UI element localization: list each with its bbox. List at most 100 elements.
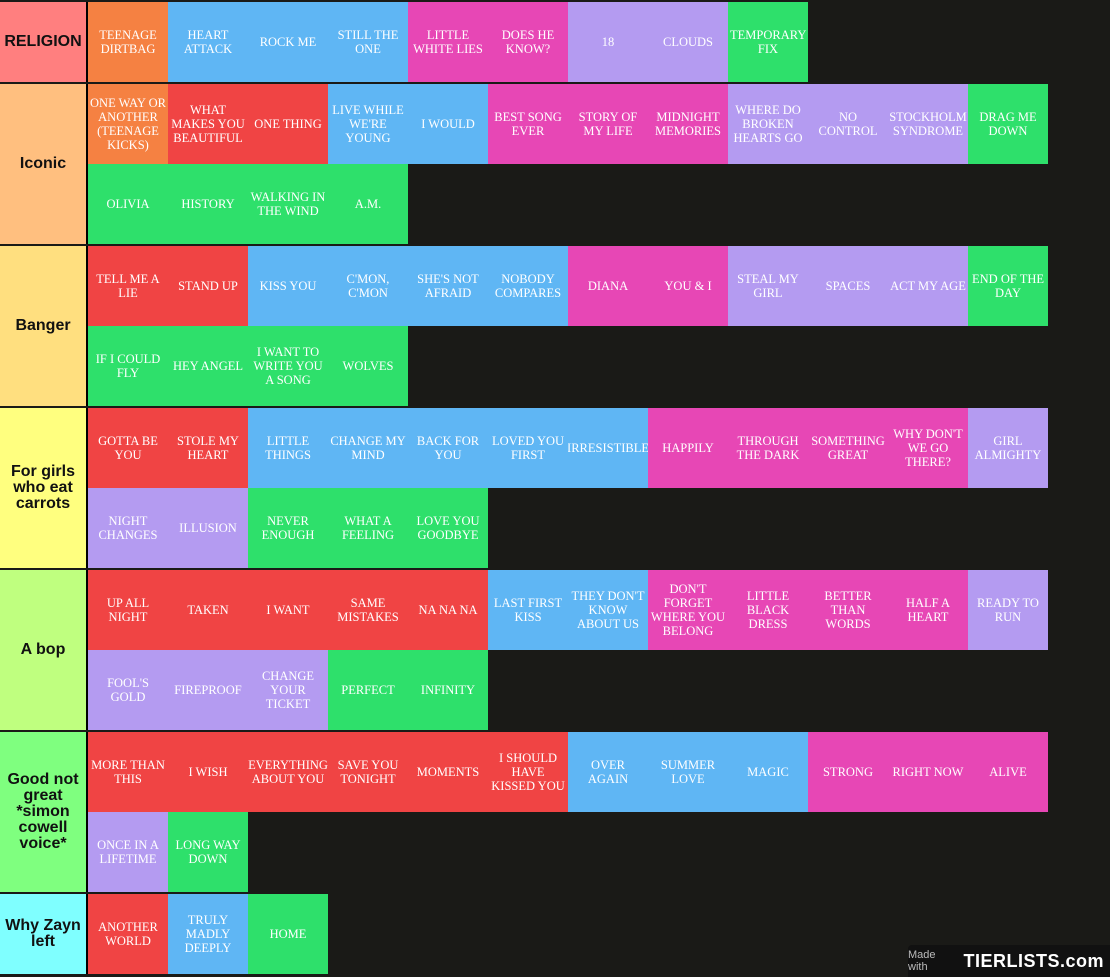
song-tile[interactable]: 18 [568,2,648,82]
song-tile[interactable]: ILLUSION [168,488,248,568]
song-tile[interactable]: LAST FIRST KISS [488,570,568,650]
song-tile[interactable]: YOU & I [648,246,728,326]
song-tile[interactable]: STEAL MY GIRL [728,246,808,326]
song-tile[interactable]: THEY DON'T KNOW ABOUT US [568,570,648,650]
song-tile[interactable]: READY TO RUN [968,570,1048,650]
song-tile[interactable]: STILL THE ONE [328,2,408,82]
song-tile[interactable]: ALIVE [968,732,1048,812]
song-tile[interactable]: ONE WAY OR ANOTHER (TEENAGE KICKS) [88,84,168,164]
song-tile[interactable]: ONCE IN A LIFETIME [88,812,168,892]
tier-label[interactable]: Banger [0,246,88,406]
song-tile[interactable]: TRULY MADLY DEEPLY [168,894,248,974]
song-tile[interactable]: LITTLE WHITE LIES [408,2,488,82]
song-tile[interactable]: NO CONTROL [808,84,888,164]
song-tile[interactable]: CHANGE YOUR TICKET [248,650,328,730]
song-tile[interactable]: STAND UP [168,246,248,326]
song-tile[interactable]: ROCK ME [248,2,328,82]
song-tile[interactable]: HAPPILY [648,408,728,488]
song-tile[interactable]: BACK FOR YOU [408,408,488,488]
song-tile[interactable]: DRAG ME DOWN [968,84,1048,164]
song-tile[interactable]: SUMMER LOVE [648,732,728,812]
song-tile[interactable]: NOBODY COMPARES [488,246,568,326]
song-tile[interactable]: LOVED YOU FIRST [488,408,568,488]
song-tile[interactable]: TEENAGE DIRTBAG [88,2,168,82]
song-tile[interactable]: IF I COULD FLY [88,326,168,406]
song-tile[interactable]: I WISH [168,732,248,812]
song-tile[interactable]: EVERYTHING ABOUT YOU [248,732,328,812]
song-tile[interactable]: MOMENTS [408,732,488,812]
song-tile[interactable]: MAGIC [728,732,808,812]
song-tile[interactable]: LITTLE BLACK DRESS [728,570,808,650]
song-tile[interactable]: ANOTHER WORLD [88,894,168,974]
song-tile[interactable]: STORY OF MY LIFE [568,84,648,164]
song-tile[interactable]: C'MON, C'MON [328,246,408,326]
song-tile[interactable]: DON'T FORGET WHERE YOU BELONG [648,570,728,650]
tier-label[interactable]: A bop [0,570,88,730]
song-tile[interactable]: UP ALL NIGHT [88,570,168,650]
song-tile[interactable]: HEY ANGEL [168,326,248,406]
song-tile[interactable]: I SHOULD HAVE KISSED YOU [488,732,568,812]
song-tile[interactable]: LONG WAY DOWN [168,812,248,892]
song-tile[interactable]: WHY DON'T WE GO THERE? [888,408,968,488]
song-tile[interactable]: I WANT TO WRITE YOU A SONG [248,326,328,406]
song-tile[interactable]: STOLE MY HEART [168,408,248,488]
song-tile[interactable]: HISTORY [168,164,248,244]
song-tile[interactable]: A.M. [328,164,408,244]
song-tile[interactable]: PERFECT [328,650,408,730]
song-tile[interactable]: BEST SONG EVER [488,84,568,164]
song-tile[interactable]: NEVER ENOUGH [248,488,328,568]
song-tile[interactable]: TEMPORARY FIX [728,2,808,82]
song-tile[interactable]: SPACES [808,246,888,326]
song-tile[interactable]: DIANA [568,246,648,326]
song-tile[interactable]: NIGHT CHANGES [88,488,168,568]
song-tile[interactable]: SAME MISTAKES [328,570,408,650]
song-tile[interactable]: KISS YOU [248,246,328,326]
song-tile[interactable]: MIDNIGHT MEMORIES [648,84,728,164]
tier-label[interactable]: Iconic [0,84,88,244]
song-tile[interactable]: NA NA NA [408,570,488,650]
song-tile[interactable]: GIRL ALMIGHTY [968,408,1048,488]
song-tile[interactable]: CHANGE MY MIND [328,408,408,488]
song-tile[interactable]: LIVE WHILE WE'RE YOUNG [328,84,408,164]
song-tile[interactable]: LITTLE THINGS [248,408,328,488]
song-tile[interactable]: ACT MY AGE [888,246,968,326]
song-tile[interactable]: LOVE YOU GOODBYE [408,488,488,568]
tier-label[interactable]: Why Zayn left [0,894,88,974]
song-tile[interactable]: TELL ME A LIE [88,246,168,326]
tier-label[interactable]: Good not great *simon cowell voice* [0,732,88,892]
song-tile[interactable]: WHERE DO BROKEN HEARTS GO [728,84,808,164]
tier-items[interactable]: MORE THAN THIS I WISH EVERYTHING ABOUT YOU… [88,732,1108,892]
song-tile[interactable]: I WOULD [408,84,488,164]
song-tile[interactable]: HOME [248,894,328,974]
tier-items[interactable]: UP ALL NIGHT TAKEN I WANT SAME MISTAKES NA N… [88,570,1108,730]
song-tile[interactable]: GOTTA BE YOU [88,408,168,488]
song-tile[interactable]: SHE'S NOT AFRAID [408,246,488,326]
song-tile[interactable]: WHAT A FEELING [328,488,408,568]
song-tile[interactable]: MORE THAN THIS [88,732,168,812]
song-tile[interactable]: IRRESISTIBLE [568,408,648,488]
song-tile[interactable]: CLOUDS [648,2,728,82]
song-tile[interactable]: WOLVES [328,326,408,406]
song-tile[interactable]: BETTER THAN WORDS [808,570,888,650]
tier-items[interactable]: TELL ME A LIE STAND UP KISS YOU C'MON, C'MO… [88,246,1108,406]
song-tile[interactable]: TAKEN [168,570,248,650]
song-tile[interactable]: FIREPROOF [168,650,248,730]
song-tile[interactable]: ONE THING [248,84,328,164]
song-tile[interactable]: END OF THE DAY [968,246,1048,326]
song-tile[interactable]: WHAT MAKES YOU BEAUTIFUL [168,84,248,164]
song-tile[interactable]: THROUGH THE DARK [728,408,808,488]
song-tile[interactable]: OVER AGAIN [568,732,648,812]
song-tile[interactable]: SOMETHING GREAT [808,408,888,488]
song-tile[interactable]: OLIVIA [88,164,168,244]
song-tile[interactable]: RIGHT NOW [888,732,968,812]
tier-items[interactable]: ANOTHER WORLD TRULY MADLY DEEPLY HOME [88,894,1108,974]
tier-label[interactable]: For girls who eat carrots [0,408,88,568]
song-tile[interactable]: DOES HE KNOW? [488,2,568,82]
song-tile[interactable]: STOCKHOLM SYNDROME [888,84,968,164]
song-tile[interactable]: STRONG [808,732,888,812]
tier-items[interactable]: TEENAGE DIRTBAG HEART ATTACK ROCK ME STILL … [88,2,1108,82]
song-tile[interactable]: FOOL'S GOLD [88,650,168,730]
song-tile[interactable]: HEART ATTACK [168,2,248,82]
tier-items[interactable]: ONE WAY OR ANOTHER (TEENAGE KICKS) WHAT M… [88,84,1108,244]
song-tile[interactable]: HALF A HEART [888,570,968,650]
